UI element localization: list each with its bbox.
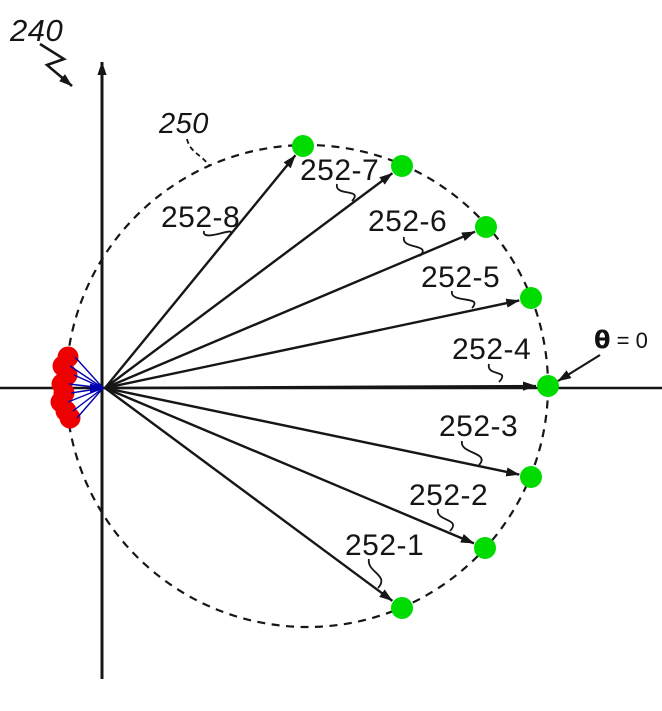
point-label-252-3: 252-3 — [439, 410, 518, 443]
cluster-vector-8 — [76, 387, 104, 419]
point-label-252-4: 252-4 — [452, 333, 531, 366]
cluster-vector-1 — [74, 356, 104, 389]
label-leader-252-6 — [403, 236, 424, 257]
constellation-point-252-2 — [474, 537, 496, 559]
vector-arrow-252-2 — [104, 386, 475, 545]
constellation-point-252-5 — [520, 287, 542, 309]
label-leader-252-3 — [461, 440, 483, 466]
cluster-vector-2 — [69, 365, 104, 389]
theta-symbol: θ — [594, 326, 611, 354]
theta-zero-label: θ = 0 — [594, 326, 648, 354]
cluster-vector-3 — [73, 374, 104, 389]
point-label-252-2: 252-2 — [409, 479, 488, 512]
vector-arrow-252-4 — [104, 381, 537, 391]
point-label-252-8: 252-8 — [161, 201, 240, 234]
theta-pointer-arrow — [557, 354, 601, 382]
label-leader-252-7 — [336, 183, 356, 202]
constellation-point-252-6 — [475, 216, 497, 238]
constellation-point-252-3 — [520, 466, 542, 488]
constellation-point-252-4 — [537, 375, 559, 397]
vector-arrow-252-7 — [104, 172, 394, 389]
theta-equals-zero-text: = 0 — [611, 328, 648, 353]
label-leader-252-5 — [451, 290, 476, 309]
vector-arrow-252-3 — [104, 386, 520, 477]
point-label-252-5: 252-5 — [421, 261, 500, 294]
constellation-point-252-1 — [391, 597, 413, 619]
cluster-vector-7 — [72, 387, 104, 412]
point-label-252-7: 252-7 — [300, 154, 379, 187]
point-label-252-1: 252-1 — [345, 529, 424, 562]
constellation-point-252-7 — [391, 155, 413, 177]
constellation-point-252-8 — [292, 135, 314, 157]
vector-arrow-252-8 — [104, 154, 297, 389]
circle-label-leader — [186, 138, 210, 166]
label-leader-252-2 — [437, 508, 454, 532]
point-label-252-6: 252-6 — [368, 205, 447, 238]
figure-number-zigzag-arrow — [39, 42, 73, 87]
blue-arrowhead-icon — [90, 383, 104, 393]
vector-arrow-252-6 — [104, 230, 476, 390]
cluster-vector-6 — [67, 387, 104, 403]
label-leader-252-4 — [488, 363, 503, 383]
vector-arrow-252-5 — [104, 298, 520, 390]
vector-arrow-252-1 — [104, 387, 394, 602]
label-leader-252-1 — [368, 558, 383, 589]
label-leader-252-8 — [203, 230, 233, 237]
figure-number-label: 240 — [9, 13, 63, 48]
cluster-point-8 — [59, 407, 81, 429]
circle-reference-label: 250 — [158, 108, 209, 140]
